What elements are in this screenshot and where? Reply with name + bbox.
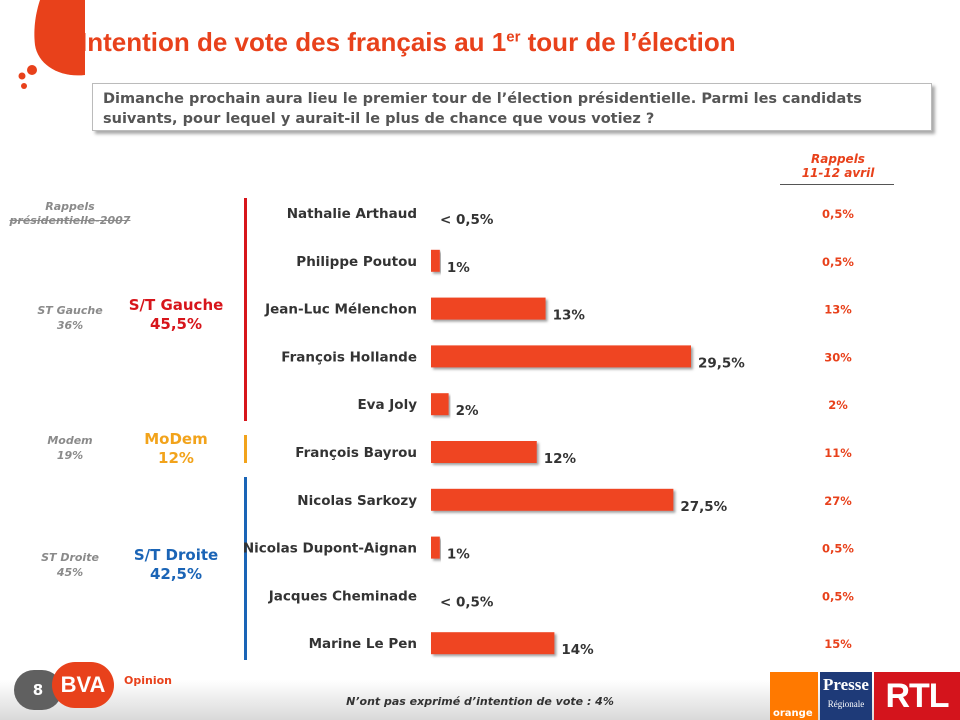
gauche-2007-value: 36% <box>56 319 84 332</box>
rappels-2007-header: Rappels présidentielle-2007 <box>0 200 140 228</box>
presse-regionale-logo: Presse Régionale <box>820 672 872 720</box>
modem-bracket <box>244 435 247 463</box>
recall-value: 15% <box>824 637 852 651</box>
bar <box>431 345 691 368</box>
question-text: Dimanche prochain aura lieu le premier t… <box>103 91 862 127</box>
gauche-2007-label: ST Gauche <box>37 304 103 317</box>
page-title: Intention de vote des français au 1er to… <box>80 27 736 57</box>
bar-value-label: 1% <box>447 547 470 563</box>
bva-logo: BVA <box>52 662 114 708</box>
brand-dots-icon <box>18 0 85 89</box>
recall-value: 0,5% <box>822 542 854 556</box>
candidate-label: François Bayrou <box>295 445 417 461</box>
presse-logo-line2: Régionale <box>827 699 865 709</box>
candidate-label: Nathalie Arthaud <box>287 206 417 222</box>
modem-2007-recall: Modem 19% <box>15 433 125 463</box>
no-intention-note: N’ont pas exprimé d’intention de vote : … <box>346 695 614 708</box>
question-box: Dimanche prochain aura lieu le premier t… <box>92 83 932 131</box>
droite-subtotal-value: 42,5% <box>149 565 203 583</box>
droite-2007-value: 45% <box>56 566 84 579</box>
recall-header-line1: Rappels <box>811 152 865 166</box>
candidate-label: Nicolas Dupont-Aignan <box>243 541 417 557</box>
candidate-label: Jean-Luc Mélenchon <box>264 302 417 318</box>
droite-2007-label: ST Droite <box>41 551 99 564</box>
presse-logo-line1: Presse <box>823 675 869 694</box>
recall-value: 0,5% <box>822 589 854 603</box>
candidate-label: Jacques Cheminade <box>268 588 417 604</box>
bar-value-label: < 0,5% <box>440 594 494 610</box>
bar-value-label: 27,5% <box>680 499 727 515</box>
recall-value: 27% <box>824 494 852 508</box>
modem-2007-value: 19% <box>56 449 84 462</box>
bar-value-label: 29,5% <box>698 355 745 371</box>
bar-value-label: 14% <box>561 642 594 658</box>
candidate-label: François Hollande <box>281 349 417 365</box>
bar <box>431 249 440 272</box>
rtl-logo: RTL <box>874 672 960 720</box>
recall-value: 0,5% <box>822 207 854 221</box>
bar-value-label: < 0,5% <box>440 212 494 228</box>
bar-value-label: 2% <box>456 403 479 419</box>
recall-value: 11% <box>824 446 852 460</box>
recall-value: 30% <box>824 350 852 364</box>
recall-value: 13% <box>824 303 852 317</box>
bva-tagline: Opinion <box>124 674 172 687</box>
modem-subtotal: MoDem 12% <box>116 430 236 468</box>
bar-value-label: 1% <box>447 260 470 276</box>
recall-header-line2: 11-12 avril <box>801 166 875 180</box>
candidate-label: Nicolas Sarkozy <box>297 493 417 509</box>
orange-logo-text: orange <box>773 708 813 719</box>
droite-subtotal: S/T Droite 42,5% <box>116 546 236 584</box>
rappels-2007-line1: Rappels <box>45 200 95 213</box>
modem-subtotal-label: MoDem <box>144 430 208 448</box>
droite-subtotal-label: S/T Droite <box>133 546 219 564</box>
bar <box>431 488 674 511</box>
droite-2007-recall: ST Droite 45% <box>15 550 125 580</box>
modem-subtotal-value: 12% <box>158 449 194 467</box>
rappels-2007-line2: présidentielle-2007 <box>9 214 131 227</box>
candidate-label: Philippe Poutou <box>296 254 417 270</box>
bar <box>431 393 449 416</box>
candidate-label: Eva Joly <box>357 397 417 413</box>
bar <box>431 536 440 559</box>
recall-column-header: Rappels 11-12 avril <box>778 152 898 180</box>
bar-value-label: 13% <box>553 308 586 324</box>
bar <box>431 297 546 320</box>
recall-value: 2% <box>828 398 848 412</box>
bar-value-label: 12% <box>544 451 577 467</box>
gauche-subtotal-label: S/T Gauche <box>128 296 224 314</box>
droite-bracket <box>244 477 247 660</box>
bar <box>431 441 537 463</box>
candidate-label: Marine Le Pen <box>309 636 417 652</box>
recall-header-underline <box>780 184 894 185</box>
vote-intention-bar-chart: Nathalie Arthaud < 0,5% 0,5% Philippe Pouto… <box>243 206 855 658</box>
orange-logo: orange <box>770 672 818 720</box>
gauche-bracket <box>244 198 247 421</box>
gauche-2007-recall: ST Gauche 36% <box>15 303 125 333</box>
modem-2007-label: Modem <box>47 434 93 447</box>
gauche-subtotal-value: 45,5% <box>149 315 203 333</box>
recall-value: 0,5% <box>822 255 854 269</box>
gauche-subtotal: S/T Gauche 45,5% <box>116 296 236 334</box>
bar <box>431 632 555 655</box>
